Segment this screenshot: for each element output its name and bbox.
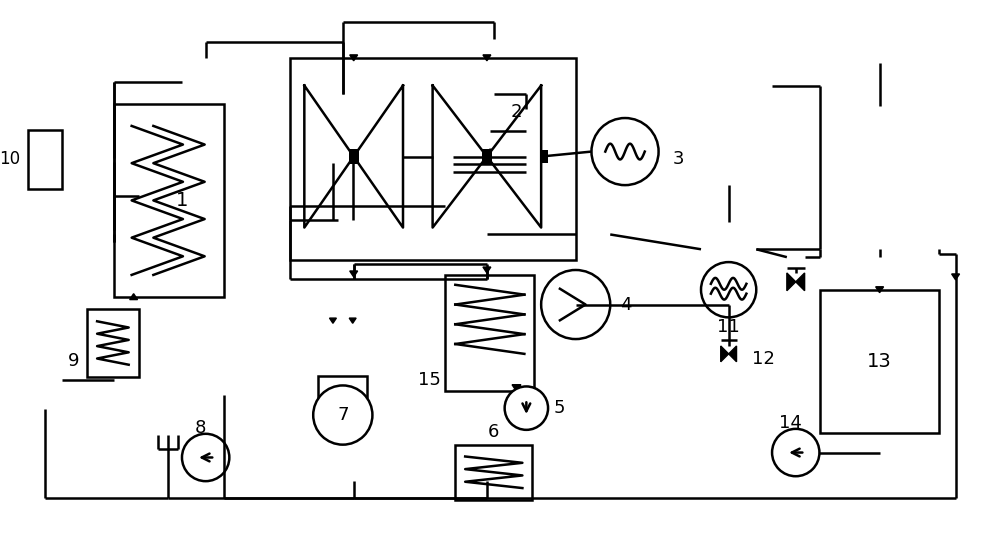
Polygon shape <box>349 318 356 323</box>
Bar <box>455 445 532 500</box>
Text: 1: 1 <box>176 191 189 210</box>
Circle shape <box>541 270 610 339</box>
Text: 14: 14 <box>779 414 802 432</box>
Polygon shape <box>729 346 737 362</box>
Circle shape <box>505 386 548 430</box>
Text: 3: 3 <box>672 150 684 169</box>
Polygon shape <box>952 274 960 280</box>
Text: 5: 5 <box>554 399 565 417</box>
Circle shape <box>591 118 659 185</box>
Bar <box>290 58 576 260</box>
Bar <box>318 376 367 397</box>
Text: 12: 12 <box>752 350 775 368</box>
Text: 15: 15 <box>418 370 441 389</box>
Circle shape <box>313 385 372 445</box>
Polygon shape <box>512 385 521 391</box>
Bar <box>482 149 492 164</box>
Text: 8: 8 <box>195 419 206 437</box>
Text: 4: 4 <box>620 295 632 314</box>
Polygon shape <box>483 267 491 273</box>
Circle shape <box>182 434 229 481</box>
Bar <box>540 150 548 163</box>
Bar <box>87 309 139 377</box>
Polygon shape <box>350 271 358 277</box>
Circle shape <box>701 262 756 317</box>
Polygon shape <box>721 346 729 362</box>
Polygon shape <box>787 273 796 291</box>
Polygon shape <box>130 294 138 300</box>
Polygon shape <box>876 287 884 293</box>
Polygon shape <box>350 55 358 61</box>
Text: 13: 13 <box>867 352 892 371</box>
Text: 11: 11 <box>717 318 740 336</box>
Text: 2: 2 <box>511 103 522 121</box>
Circle shape <box>772 429 819 476</box>
Bar <box>445 275 534 391</box>
Text: 9: 9 <box>68 352 79 370</box>
Text: 7: 7 <box>337 406 349 424</box>
Polygon shape <box>329 318 336 323</box>
Text: 10: 10 <box>0 150 20 169</box>
Bar <box>820 290 939 433</box>
Bar <box>114 104 224 296</box>
Polygon shape <box>796 273 805 291</box>
Bar <box>28 130 62 189</box>
Bar <box>349 149 359 164</box>
Text: 6: 6 <box>488 423 499 441</box>
Polygon shape <box>483 55 491 61</box>
